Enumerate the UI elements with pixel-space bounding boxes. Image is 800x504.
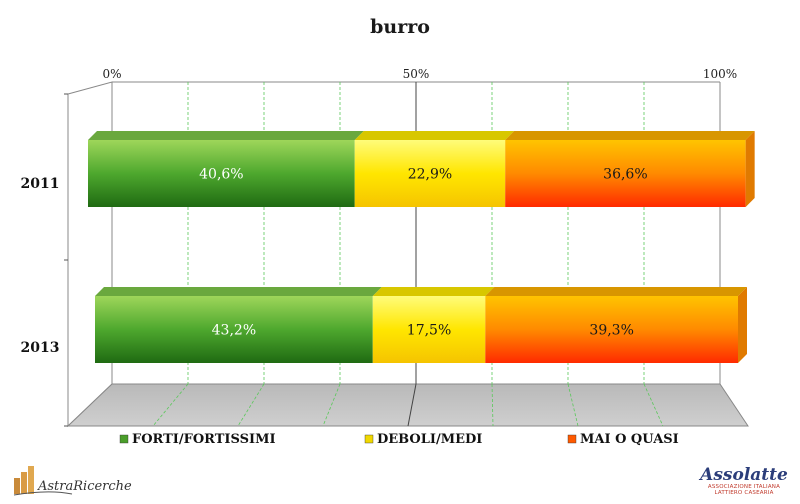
chart-title: burro — [370, 16, 430, 38]
floor-gridline-62.5 — [491, 383, 494, 427]
data-label: 40,6% — [199, 167, 243, 183]
floor-gridline-37.5 — [322, 383, 341, 427]
data-label: 17,5% — [407, 323, 451, 339]
x-tick-label: 0% — [102, 67, 121, 81]
bar-2011-FORTI/FORTISSIMI — [88, 140, 355, 207]
legend-swatch — [567, 434, 577, 444]
bar-2011-MAI O QUASI — [505, 140, 746, 207]
legend-label: DEBOLI/MEDI — [377, 432, 482, 447]
logo-right-sub1: ASSOCIAZIONE ITALIANA — [707, 484, 781, 490]
legend-swatch — [119, 434, 129, 444]
category-label-2011: 2011 — [21, 176, 60, 192]
x-tick-label: 50% — [403, 67, 430, 81]
bar-end-2013 — [738, 287, 747, 363]
floor-gridline-75 — [567, 383, 579, 427]
legend: FORTI/FORTISSIMI DEBOLI/MEDI MAI O QUASI — [119, 432, 679, 447]
legend-swatch — [364, 434, 374, 444]
bar-end-2011 — [745, 131, 755, 207]
assolatte-logo: Assolatte ASSOCIAZIONE ITALIANA LATTIERO… — [694, 466, 794, 500]
floor-gridline-25 — [237, 383, 265, 427]
data-label: 36,6% — [603, 167, 647, 183]
legend-label: FORTI/FORTISSIMI — [132, 432, 276, 447]
data-label: 43,2% — [212, 323, 256, 339]
bar-top-2013-2 — [485, 287, 747, 296]
bar-2011-DEBOLI/MEDI — [354, 140, 506, 207]
logo-right-main: Assolatte — [700, 465, 788, 485]
bar-top-2013-1 — [372, 287, 495, 296]
bar-top-2011-1 — [354, 131, 515, 140]
bar-top-2011-0 — [88, 131, 364, 140]
bar-2013-DEBOLI/MEDI — [372, 296, 486, 363]
logo-left-text: AstraRicerche — [37, 479, 132, 494]
category-labels: 2011 2013 — [21, 176, 60, 356]
x-axis-ticks: 0% 50% 100% — [102, 67, 737, 81]
floor-gridline-50 — [407, 383, 417, 427]
bar-2013-MAI O QUASI — [485, 296, 738, 363]
data-label: 22,9% — [408, 167, 452, 183]
bar-top-2013-0 — [95, 287, 382, 296]
legend-label: MAI O QUASI — [580, 432, 679, 447]
x-tick-label: 100% — [703, 67, 737, 81]
bar-top-2011-2 — [505, 131, 755, 140]
category-label-2013: 2013 — [21, 340, 60, 356]
logo-right-sub2: LATTIERO CASEARIA — [714, 490, 774, 496]
floor-gridline-87.5 — [643, 383, 664, 427]
bars: 40,6% 22,9% 36,6% 43,2% 17,5% 39,3% — [88, 131, 755, 363]
floor-gridline-12.5 — [152, 383, 189, 427]
data-label: 39,3% — [589, 323, 633, 339]
bar-2013-FORTI/FORTISSIMI — [95, 296, 373, 363]
astraricerche-logo: AstraRicerche — [12, 464, 142, 498]
